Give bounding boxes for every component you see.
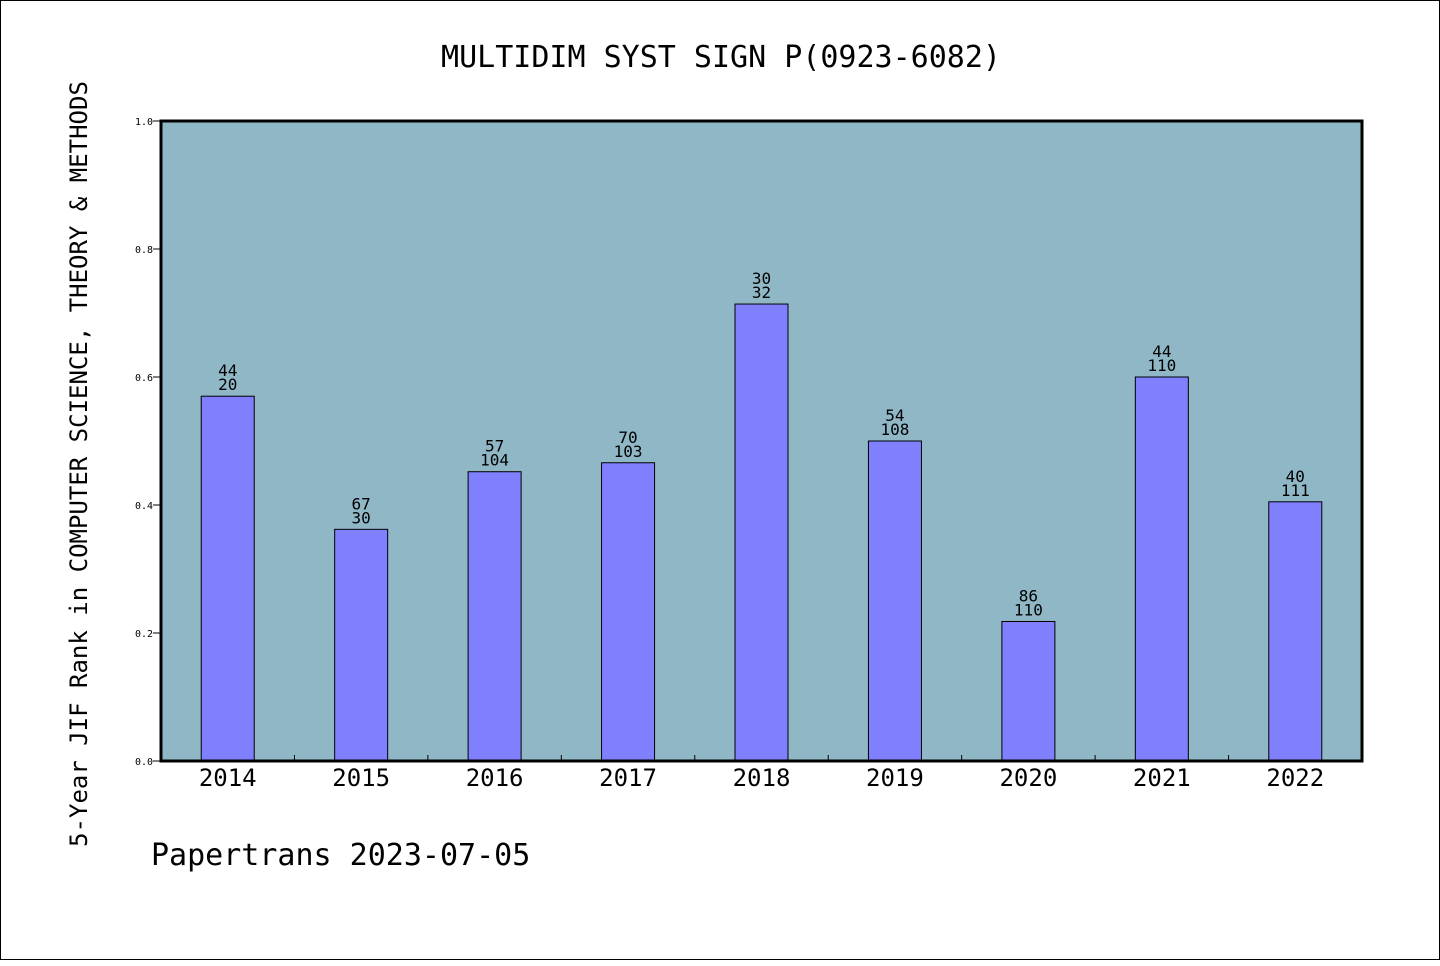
bar-label-2022: 111 xyxy=(1281,481,1310,500)
y-tick-label: 0.6 xyxy=(135,373,153,384)
bar-label-2020: 110 xyxy=(1014,600,1043,619)
x-tick-label: 2020 xyxy=(999,764,1057,792)
x-tick-label: 2014 xyxy=(199,764,257,792)
bar-label-2017: 70 xyxy=(618,428,637,447)
y-tick-label: 0.0 xyxy=(135,757,153,768)
bar-label-2018: 30 xyxy=(752,269,771,288)
x-tick-label: 2018 xyxy=(733,764,791,792)
x-tick-label: 2019 xyxy=(866,764,924,792)
bar-label-2014: 44 xyxy=(218,361,237,380)
x-tick-label: 2021 xyxy=(1133,764,1191,792)
bar-label-2018: 32 xyxy=(752,283,771,302)
bar-2018 xyxy=(734,303,789,762)
bar-label-2021: 44 xyxy=(1152,342,1171,361)
bar-2021 xyxy=(1134,376,1189,762)
bar-2014 xyxy=(200,395,255,762)
bar-2016 xyxy=(467,471,522,762)
y-axis-ticks: 0.0 0.2 0.4 0.6 0.8 1.0 xyxy=(135,117,161,768)
y-tick-label: 0.2 xyxy=(135,629,153,640)
bar-2020 xyxy=(1001,620,1056,762)
plot-frame xyxy=(159,119,1364,763)
bar-2017 xyxy=(601,462,656,762)
bar-2015 xyxy=(334,528,389,762)
bar-label-2022: 40 xyxy=(1286,467,1305,486)
y-tick-label: 0.4 xyxy=(135,501,153,512)
y-tick-label: 0.8 xyxy=(135,245,153,256)
bar-label-2015: 67 xyxy=(352,494,371,513)
bar-label-2014: 20 xyxy=(218,375,237,394)
bar-label-2019: 54 xyxy=(885,406,904,425)
bar-label-2016: 57 xyxy=(485,437,504,456)
bar-label-2021: 110 xyxy=(1147,356,1176,375)
y-axis-title: 5-Year JIF Rank in COMPUTER SCIENCE, THE… xyxy=(65,81,93,847)
bar-series: 4420673057104701033032541088611044110401… xyxy=(200,269,1323,762)
bar-label-2016: 104 xyxy=(480,451,509,470)
bar-label-2015: 30 xyxy=(352,508,371,527)
y-tick-label: 1.0 xyxy=(135,117,153,128)
x-tick-label: 2017 xyxy=(599,764,657,792)
x-tick-label: 2022 xyxy=(1266,764,1324,792)
bar-label-2020: 86 xyxy=(1019,586,1038,605)
x-axis-ticks: 2014 2015 2016 2017 2018 2019 2020 2021 2022 xyxy=(199,755,1324,792)
bar-label-2019: 108 xyxy=(880,420,909,439)
x-tick-label: 2016 xyxy=(466,764,524,792)
bar-2022 xyxy=(1268,501,1323,762)
bar-2019 xyxy=(867,440,922,762)
bar-label-2017: 103 xyxy=(614,442,643,461)
x-tick-label: 2015 xyxy=(332,764,390,792)
chart-title: MULTIDIM SYST SIGN P(0923-6082) xyxy=(441,40,1001,75)
footer-note: Papertrans 2023-07-05 xyxy=(151,838,530,873)
